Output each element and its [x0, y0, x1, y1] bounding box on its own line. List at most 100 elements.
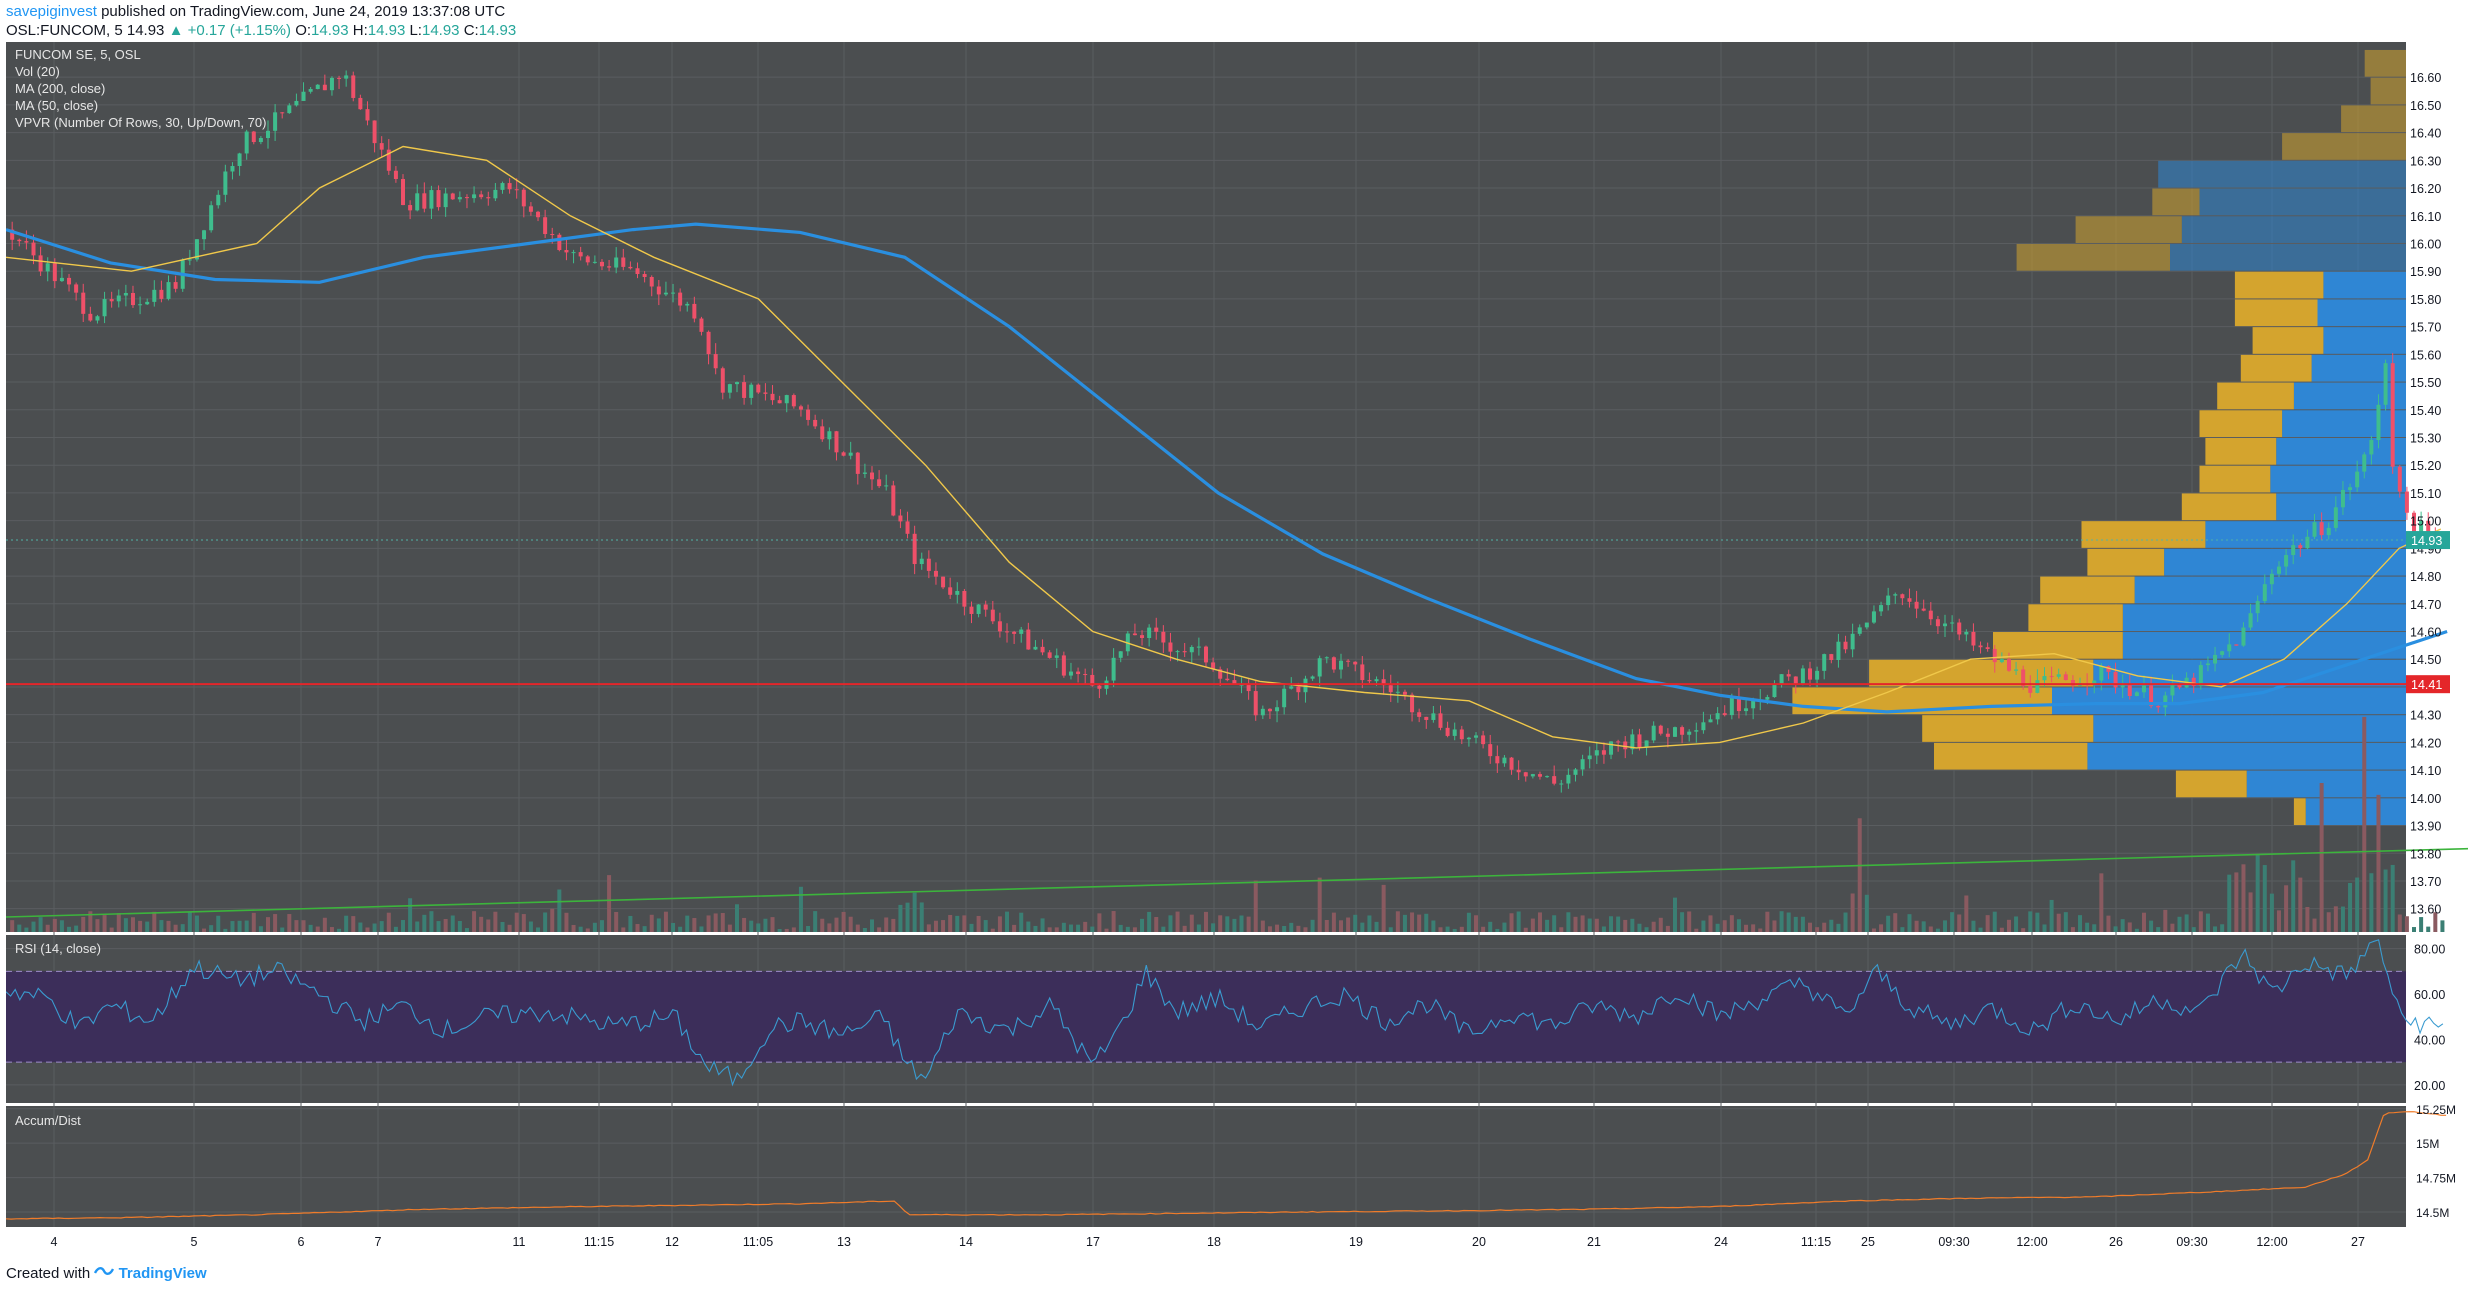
- candle-body: [521, 189, 526, 207]
- vpvr-histogram: [1792, 49, 2406, 826]
- candle-body: [386, 149, 391, 171]
- symbol-label: OSL:FUNCOM, 5: [6, 22, 123, 39]
- candle-body: [1807, 668, 1812, 680]
- volume-bar: [1935, 928, 1940, 932]
- volume-bar: [692, 918, 697, 932]
- candle-body: [1680, 727, 1685, 735]
- candle-body: [24, 241, 29, 243]
- volume-bar: [990, 928, 995, 932]
- volume-bar: [1701, 920, 1706, 932]
- tradingview-logo-icon[interactable]: [94, 1262, 115, 1286]
- volume-bar: [258, 926, 263, 932]
- vpvr-up-bar: [2158, 160, 2406, 188]
- price-tick-label: 16.40: [2410, 127, 2441, 141]
- price-tick-label: 15.60: [2410, 348, 2441, 362]
- vpvr-up-bar: [2282, 410, 2406, 437]
- candle-body: [2049, 676, 2054, 678]
- candle-body: [862, 472, 867, 474]
- vpvr-down-bar: [2234, 271, 2324, 299]
- candle-body: [699, 318, 704, 332]
- legend-vol[interactable]: Vol (20): [15, 64, 60, 79]
- legend-vpvr[interactable]: VPVR (Number Of Rows, 30, Up/Down, 70): [15, 115, 266, 130]
- chart-area[interactable]: 16.60 16.50 16.40 16.30 16.20 16.10 16.00 15.90…: [5, 42, 2468, 1254]
- candle-body: [457, 197, 462, 200]
- candle-body: [1267, 708, 1272, 712]
- volume-bar: [2213, 926, 2218, 932]
- candle-body: [1218, 669, 1223, 679]
- candle-body: [1402, 691, 1407, 695]
- price-tick-label: 13.80: [2410, 847, 2441, 861]
- volume-bar: [1104, 928, 1109, 932]
- accum-pane-title[interactable]: Accum/Dist: [15, 1113, 81, 1128]
- legend-title[interactable]: FUNCOM SE, 5, OSL: [15, 47, 141, 62]
- candle-body: [2191, 677, 2196, 686]
- candle-body: [1630, 734, 1635, 750]
- rsi-tick-label: 60.00: [2414, 988, 2445, 1002]
- volume-bar: [1672, 897, 1677, 932]
- volume-bar: [1154, 917, 1159, 932]
- candle-body: [1573, 769, 1578, 775]
- volume-bar: [337, 928, 342, 932]
- volume-bar: [720, 913, 725, 932]
- volume-bar: [2198, 911, 2203, 932]
- candle-body: [1943, 623, 1948, 627]
- candle-body: [1374, 679, 1379, 682]
- volume-bar: [2177, 916, 2182, 932]
- candle-body: [88, 313, 93, 321]
- rsi-pane-title[interactable]: RSI (14, close): [15, 941, 101, 956]
- volume-bar: [912, 892, 917, 932]
- candle-body: [244, 131, 249, 154]
- legend-ma200[interactable]: MA (200, close): [15, 81, 105, 96]
- price-tick-label: 15.80: [2410, 293, 2441, 307]
- author-username[interactable]: savepiginvest: [6, 3, 97, 20]
- close-value: 14.93: [478, 22, 517, 39]
- price-tick-label: 16.60: [2410, 71, 2441, 85]
- candle-body: [358, 97, 363, 110]
- vpvr-up-bar: [2323, 327, 2406, 354]
- candle-body: [1950, 622, 1955, 624]
- vpvr-down-bar: [2087, 548, 2165, 576]
- candle-body: [2305, 536, 2310, 549]
- volume-bar: [2319, 783, 2324, 932]
- volume-bar: [955, 915, 960, 932]
- volume-bar: [1218, 915, 1223, 932]
- chart-svg[interactable]: 16.60 16.50 16.40 16.30 16.20 16.10 16.00 15.90…: [5, 42, 2468, 1254]
- volume-bar: [1751, 924, 1756, 932]
- candle-body: [720, 368, 725, 393]
- candle-body: [2141, 685, 2146, 693]
- volume-bar: [2326, 912, 2331, 932]
- green-trendline: [5, 847, 2468, 918]
- candle-body: [2198, 665, 2203, 686]
- candle-body: [2099, 666, 2104, 681]
- candle-body: [877, 479, 882, 487]
- volume-bar: [2383, 869, 2388, 932]
- candle-body: [1928, 610, 1933, 620]
- last-price-tag: [2406, 531, 2450, 550]
- legend-ma50[interactable]: MA (50, close): [15, 98, 98, 113]
- volume-bar: [1140, 918, 1145, 932]
- candle-body: [941, 576, 946, 588]
- volume-bar: [1417, 914, 1422, 932]
- candle-body: [1012, 631, 1017, 634]
- accum-dist-line: [5, 1111, 2447, 1220]
- candle-body: [1921, 608, 1926, 611]
- candle-body: [1097, 685, 1102, 689]
- volume-bar: [493, 911, 498, 932]
- volume-bar: [536, 927, 541, 932]
- change-arrow-icon: ▲: [168, 22, 184, 39]
- candle-body: [2276, 566, 2281, 574]
- candle-body: [1189, 646, 1194, 653]
- volume-bar: [734, 904, 739, 932]
- volume-bar: [1694, 928, 1699, 932]
- tradingview-brand[interactable]: TradingView: [118, 1265, 207, 1282]
- volume-bar: [59, 920, 64, 932]
- accum-tick-label: 14.75M: [2416, 1172, 2456, 1186]
- volume-bar: [1331, 912, 1336, 932]
- volume-bar: [528, 921, 533, 932]
- volume-bar: [1850, 893, 1855, 932]
- candle-body: [2397, 466, 2402, 492]
- volume-bar: [386, 912, 391, 932]
- candle-body: [1772, 684, 1777, 698]
- volume-bar: [1623, 919, 1628, 932]
- volume-bar: [2063, 912, 2068, 932]
